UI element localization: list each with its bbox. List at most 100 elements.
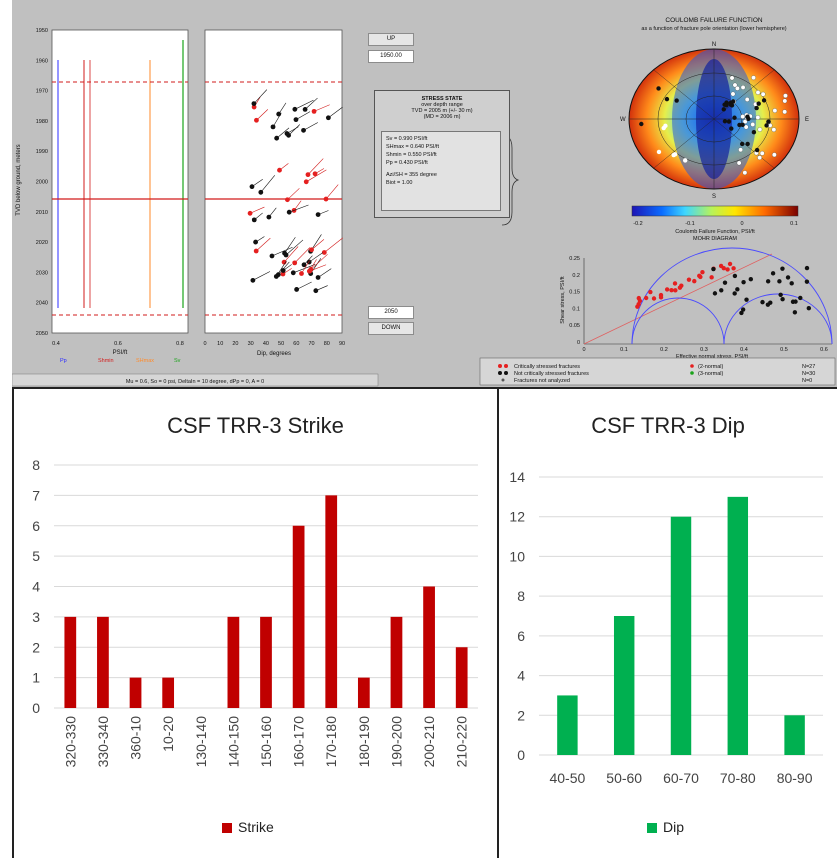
depth-tick: 2010 — [36, 210, 48, 216]
depth-tick: 1960 — [36, 58, 48, 64]
depth-tick-labels: 1950 1960 1970 1980 1990 2000 2010 2020 2030 2040… — [36, 28, 48, 337]
dip-x-tick: 10 — [217, 341, 223, 347]
mohr-x-axis-label: Effective normal stress, PSI/ft — [676, 354, 749, 360]
tadpole-tail — [289, 204, 309, 213]
pole-point — [744, 97, 750, 102]
colorbar-tick: -0.2 — [633, 221, 642, 227]
tadpole-tail — [307, 158, 324, 175]
pole-point — [726, 119, 732, 124]
pole-point — [782, 98, 788, 104]
x-tick-label: 140-150 — [225, 716, 241, 768]
up-button[interactable]: UP — [368, 33, 414, 46]
dip-x-axis-label: Dip, degrees — [257, 351, 291, 357]
depth-bottom-field[interactable]: 2050 — [368, 306, 414, 319]
bar — [784, 715, 805, 755]
pole-point — [730, 91, 736, 97]
x-tick-label: 70-80 — [720, 770, 756, 786]
y-tick-label: 5 — [32, 548, 40, 564]
dip-legend-swatch — [647, 823, 657, 834]
tadpole-head — [323, 196, 329, 202]
depth-tick: 2030 — [36, 270, 48, 276]
x-tick-label: 50-60 — [606, 770, 642, 786]
tadpole-tail — [296, 281, 312, 290]
count-not-critical: N=30 — [802, 371, 815, 377]
strike-legend: Strike — [222, 819, 274, 835]
mohr-point-critical — [718, 263, 724, 269]
tadpole-tail — [317, 268, 332, 278]
tadpole-tail — [301, 260, 310, 274]
x-tick-label: 10-20 — [160, 716, 176, 752]
depth-top-field[interactable]: 1950.00 — [368, 50, 414, 63]
tadpole-tail — [324, 237, 343, 253]
dip-x-tick: 0 — [203, 341, 206, 347]
tadpole-tail — [271, 246, 293, 257]
tadpole-head — [286, 209, 292, 215]
pole-point — [738, 147, 743, 153]
legend-critical: Critically stressed fractures — [514, 364, 580, 370]
pole-point — [772, 152, 777, 158]
tadpole-tail — [253, 89, 268, 104]
tadpole-head — [282, 250, 287, 256]
tadpole-head — [251, 101, 257, 107]
bar — [423, 586, 435, 708]
tadpole-tail — [311, 239, 325, 251]
pole-point — [759, 150, 765, 156]
strike-chart-title: CSF TRR-3 Strike — [167, 413, 344, 438]
pole-point — [656, 149, 662, 155]
y-tick-label: 14 — [509, 469, 525, 485]
left-legend-item: Shmin — [98, 358, 114, 364]
mohr-point — [722, 280, 728, 285]
fracture-analysis-graphics: TVD below ground, meters 1950 1960 1970 198… — [11, 17, 836, 387]
tadpole-head — [301, 262, 307, 268]
left-x-axis-label: PSI/ft — [113, 350, 128, 356]
x-tick-label: 210-220 — [454, 716, 470, 768]
tadpole-head — [293, 117, 299, 123]
tadpole-head — [253, 248, 259, 254]
fracture-legend-box — [479, 357, 836, 386]
y-tick-label: 4 — [32, 579, 40, 595]
tadpole-head — [315, 212, 321, 217]
mohr-y-tick: 0.05 — [569, 323, 580, 329]
strike-chart: 0 1 2 3 4 5 6 7 8 320-330 330-340 360-10 10-20 130-14… — [32, 457, 478, 768]
stress-bracket — [501, 134, 520, 226]
mohr-point-critical — [698, 274, 703, 280]
tadpole-tail — [276, 127, 290, 139]
depth-tick: 1990 — [36, 149, 48, 155]
tadpole-head — [302, 107, 308, 112]
colorbar-tick: 0 — [740, 221, 743, 227]
depth-tick: 2020 — [36, 240, 48, 246]
tadpole-head — [270, 124, 276, 130]
down-button[interactable]: DOWN — [368, 322, 414, 335]
depth-tick: 1970 — [36, 89, 48, 95]
y-tick-label: 8 — [32, 457, 40, 473]
depth-tick: 2040 — [36, 301, 48, 307]
depth-tick: 2050 — [36, 331, 48, 337]
fracture-pole-points — [639, 75, 788, 176]
tadpole-head — [266, 214, 272, 220]
tadpole-head — [253, 239, 259, 245]
x-tick-label: 40-50 — [549, 770, 585, 786]
stress-state-title: STRESS STATE — [421, 96, 463, 102]
pole-point — [729, 75, 735, 81]
pole-point — [754, 105, 759, 111]
stress-pp: Pp = 0.430 PSI/ft — [386, 160, 428, 166]
pole-point — [674, 98, 679, 103]
x-tick-label: 360-10 — [128, 716, 144, 760]
tadpole-tail — [255, 237, 271, 252]
bar — [97, 616, 109, 708]
tadpole-tail — [252, 271, 271, 281]
tadpole-head — [290, 270, 296, 276]
mohr-point — [740, 307, 746, 312]
colorbar-tick: -0.1 — [685, 221, 694, 227]
bar — [129, 677, 142, 708]
pole-point — [764, 123, 769, 128]
dip-x-tick: 40 — [263, 341, 269, 347]
tadpole-tail — [306, 169, 327, 183]
pole-point — [721, 107, 726, 112]
mohr-x-tick: 0 — [582, 347, 585, 353]
tadpole-tail — [304, 97, 318, 110]
pole-point — [757, 127, 763, 132]
left-x-tick: 0.8 — [176, 341, 184, 347]
pole-point — [766, 119, 771, 124]
stress-log-plot — [51, 29, 189, 334]
